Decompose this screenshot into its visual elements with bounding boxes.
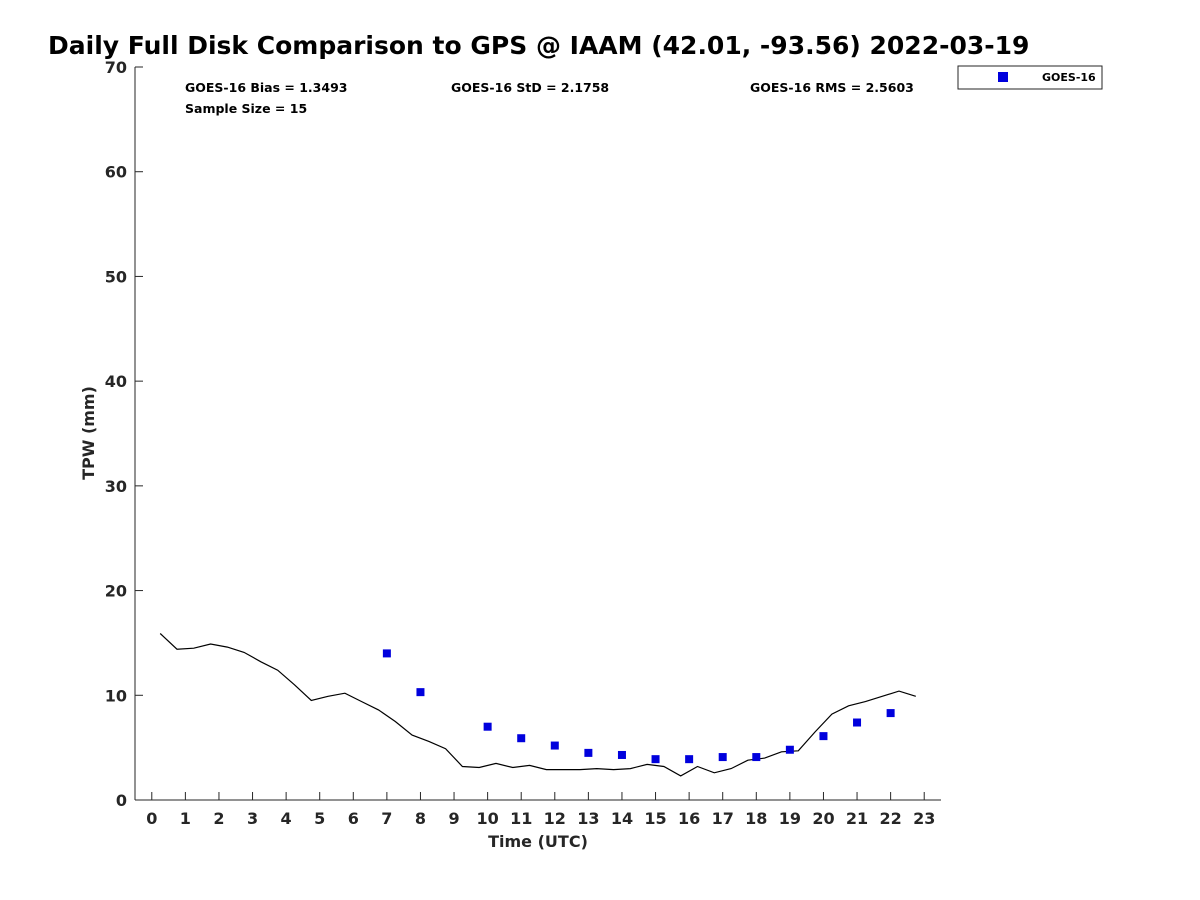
bias-stat: GOES-16 Bias = 1.3493: [185, 80, 347, 95]
x-tick-label: 12: [544, 809, 566, 828]
x-tick-label: 21: [846, 809, 868, 828]
goes16-point: [819, 732, 828, 741]
goes16-point: [416, 688, 425, 697]
x-tick-label: 5: [314, 809, 325, 828]
plot-area: [134, 67, 941, 801]
legend: GOES-16: [957, 65, 1103, 90]
goes16-point: [550, 741, 559, 750]
x-tick-label: 20: [812, 809, 834, 828]
x-tick-label: 23: [913, 809, 935, 828]
x-axis-ticks: 0 1 2 3 4 5 6 7 8 9 10 11 12 13 14 15 16 17 18 19 20 21 22 23: [146, 792, 935, 828]
x-tick-label: 6: [348, 809, 359, 828]
y-tick-label: 70: [105, 58, 127, 77]
y-axis-ticks: 0 10 20 30 40 50 60 70: [105, 58, 143, 810]
goes16-point: [718, 753, 727, 762]
y-tick-label: 20: [105, 582, 127, 601]
x-tick-label: 16: [678, 809, 700, 828]
y-tick-label: 50: [105, 267, 127, 286]
x-tick-label: 13: [577, 809, 599, 828]
y-tick-label: 40: [105, 372, 127, 391]
std-stat: GOES-16 StD = 2.1758: [451, 80, 609, 95]
goes16-point: [886, 709, 895, 718]
sample-size-stat: Sample Size = 15: [185, 101, 307, 116]
goes16-point: [685, 755, 694, 764]
legend-box: [957, 65, 1103, 90]
x-tick-label: 4: [281, 809, 292, 828]
goes16-point: [584, 748, 593, 757]
x-tick-label: 19: [779, 809, 801, 828]
legend-label-goes16: GOES-16: [1042, 71, 1096, 84]
y-tick-label: 60: [105, 163, 127, 182]
y-axis-label: TPW (mm): [79, 386, 98, 480]
x-tick-label: 8: [415, 809, 426, 828]
x-tick-label: 17: [712, 809, 734, 828]
goes16-point: [752, 753, 761, 762]
x-tick-label: 14: [611, 809, 633, 828]
rms-stat: GOES-16 RMS = 2.5603: [750, 80, 914, 95]
x-tick-label: 2: [213, 809, 224, 828]
x-tick-label: 15: [644, 809, 666, 828]
goes16-point: [853, 718, 862, 727]
goes16-point: [651, 755, 660, 764]
x-tick-label: 18: [745, 809, 767, 828]
x-tick-label: 10: [476, 809, 498, 828]
x-tick-label: 11: [510, 809, 532, 828]
goes16-point: [785, 745, 794, 754]
legend-marker-goes16: [998, 72, 1008, 82]
gps-series-line: [159, 633, 916, 777]
x-tick-label: 7: [381, 809, 392, 828]
x-tick-label: 22: [879, 809, 901, 828]
x-axis-label: Time (UTC): [488, 832, 588, 851]
goes16-point: [617, 750, 626, 759]
chart-title: Daily Full Disk Comparison to GPS @ IAAM…: [48, 31, 1029, 60]
goes16-point: [382, 649, 391, 658]
y-tick-label: 10: [105, 686, 127, 705]
x-tick-label: 0: [146, 809, 157, 828]
x-tick-label: 1: [180, 809, 191, 828]
goes16-point: [483, 722, 492, 731]
goes16-point: [517, 734, 526, 743]
y-tick-label: 0: [116, 791, 127, 810]
x-tick-label: 3: [247, 809, 258, 828]
series-layer: [159, 633, 916, 777]
y-tick-label: 30: [105, 477, 127, 496]
x-tick-label: 9: [448, 809, 459, 828]
